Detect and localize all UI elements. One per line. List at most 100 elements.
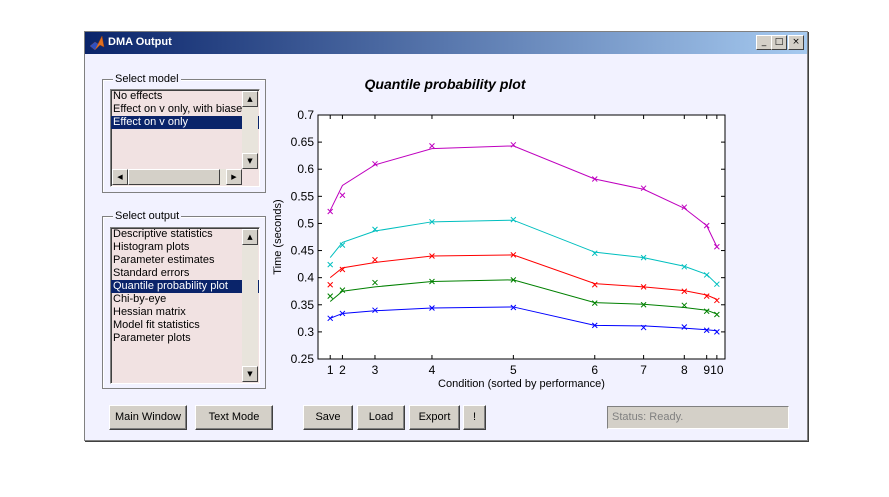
minimize-button[interactable]: _ (756, 35, 772, 50)
data-point-marker (640, 185, 647, 192)
scroll-up-icon[interactable]: ▲ (242, 229, 258, 245)
data-point-marker (429, 278, 435, 285)
model-listbox[interactable]: No effects Effect on v only, with biase Ef… (110, 89, 260, 187)
output-vertical-scrollbar[interactable]: ▲ ▼ (242, 229, 258, 382)
matlab-logo-icon (89, 35, 105, 51)
data-point-marker (714, 329, 720, 335)
exclaim-button[interactable]: ! (463, 405, 486, 430)
data-point-marker (591, 281, 598, 288)
scroll-left-icon[interactable]: ◀ (112, 169, 128, 185)
y-axis-label: Time (seconds) (272, 199, 284, 274)
data-point-marker (327, 315, 334, 322)
data-point-marker (703, 222, 710, 229)
quantile-probability-plot: 0.25 0.3 0.35 0.4 0.45 0.5 0.55 0.6 0.65 0.7 1 2 3 4 5… (272, 108, 726, 390)
x-tick-label: 1 (327, 363, 334, 377)
output-list-item[interactable]: Parameter plots (113, 332, 191, 344)
data-point-marker (703, 293, 710, 299)
main-window-button[interactable]: Main Window (109, 405, 187, 430)
data-point-marker (429, 253, 435, 259)
data-point-marker (429, 218, 435, 225)
data-point-marker (640, 324, 647, 331)
y-tick-label: 0.35 (291, 298, 315, 312)
output-list-item[interactable]: Hessian matrix (113, 306, 186, 318)
x-tick-label: 5 (510, 363, 517, 377)
output-list-item[interactable]: Histogram plots (113, 241, 190, 253)
data-point-marker (339, 287, 346, 293)
dma-output-window: DMA Output _ □ × Select model No effects… (84, 31, 808, 441)
window-title: DMA Output (108, 36, 172, 48)
model-horizontal-scrollbar[interactable]: ◀ ▶ (112, 169, 242, 185)
scroll-down-icon[interactable]: ▼ (242, 153, 258, 169)
text-mode-button[interactable]: Text Mode (195, 405, 273, 430)
export-button[interactable]: Export (409, 405, 460, 430)
y-tick-label: 0.4 (297, 271, 314, 285)
scroll-down-icon[interactable]: ▼ (242, 366, 258, 382)
select-model-group: Select model No effects Effect on v only,… (102, 73, 266, 193)
data-point-marker (703, 308, 710, 315)
x-axis-label: Condition (sorted by performance) (438, 378, 605, 390)
model-list-item[interactable]: No effects (113, 90, 163, 102)
series-line (329, 145, 718, 247)
horizontal-scroll-thumb[interactable] (128, 169, 220, 185)
output-list-item[interactable]: Descriptive statistics (113, 228, 213, 240)
select-output-label: Select output (113, 210, 182, 222)
output-list-item[interactable]: Chi-by-eye (113, 293, 167, 305)
y-tick-label: 0.65 (291, 135, 315, 149)
output-list-item[interactable]: Standard errors (113, 267, 190, 279)
data-point-marker (640, 284, 647, 290)
maximize-icon: □ (774, 37, 784, 47)
output-list-item[interactable]: Quantile probability plot (111, 280, 259, 293)
series-line (329, 279, 718, 315)
data-point-marker (714, 311, 720, 318)
title-bar[interactable]: DMA Output _ □ × (85, 32, 807, 54)
scroll-right-icon[interactable]: ▶ (226, 169, 242, 185)
x-tick-label: 10 (710, 363, 724, 377)
x-tick-label: 2 (339, 363, 346, 377)
y-tick-label: 0.3 (297, 325, 314, 339)
series-line (329, 254, 718, 300)
y-tick-label: 0.25 (291, 352, 315, 366)
data-point-marker (339, 310, 346, 317)
data-point-marker (372, 256, 378, 263)
data-point-marker (327, 261, 334, 268)
x-tick-label: 7 (640, 363, 647, 377)
y-tick-label: 0.45 (291, 244, 315, 258)
data-point-marker (591, 322, 598, 329)
series-line (330, 306, 717, 332)
y-tick-label: 0.55 (291, 189, 315, 203)
data-point-marker (327, 293, 334, 299)
model-list-item[interactable]: Effect on v only (111, 116, 259, 129)
output-listbox[interactable]: Descriptive statistics Histogram plots Par… (110, 227, 260, 384)
model-vertical-scrollbar[interactable]: ▲ ▼ (242, 91, 258, 169)
data-point-marker (591, 250, 598, 257)
save-button[interactable]: Save (303, 405, 353, 430)
select-model-label: Select model (113, 73, 181, 85)
data-point-marker (372, 160, 378, 167)
data-point-marker (429, 305, 435, 311)
data-point-marker (714, 281, 720, 288)
close-icon: × (792, 37, 800, 47)
model-list-item[interactable]: Effect on v only, with biase (113, 103, 243, 115)
series-line (329, 219, 718, 285)
data-point-marker (681, 263, 688, 270)
y-tick-label: 0.5 (297, 216, 314, 230)
data-point-marker (681, 302, 688, 309)
data-point-marker (339, 242, 346, 248)
x-tick-label: 3 (372, 363, 379, 377)
maximize-button[interactable]: □ (771, 35, 787, 50)
load-button[interactable]: Load (357, 405, 405, 430)
data-point-marker (681, 204, 688, 211)
data-point-marker (640, 254, 647, 261)
output-list-item[interactable]: Parameter estimates (113, 254, 215, 266)
select-output-group: Select output Descriptive statistics Hist… (102, 210, 266, 389)
data-point-marker (372, 226, 378, 233)
data-point-marker (510, 276, 517, 283)
data-point-marker (339, 266, 346, 273)
data-point-marker (429, 143, 435, 149)
y-tick-label: 0.6 (297, 162, 314, 176)
plot-area (317, 114, 726, 360)
chart-title: Quantile probability plot (364, 76, 526, 92)
scroll-up-icon[interactable]: ▲ (242, 91, 258, 107)
output-list-item[interactable]: Model fit statistics (113, 319, 200, 331)
close-button[interactable]: × (788, 35, 804, 50)
